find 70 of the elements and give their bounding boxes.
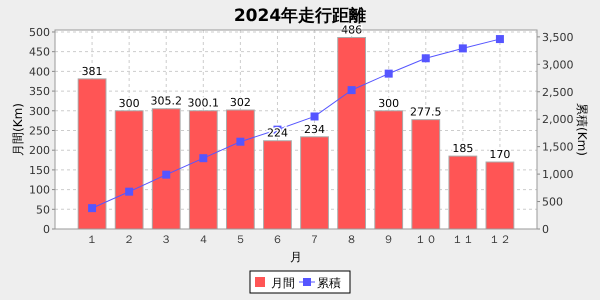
data-label: 302 [230,96,251,109]
bar [78,78,106,230]
x-tick-label: ２ [124,233,135,246]
bar [226,109,255,230]
legend-label: 月間 [271,276,295,290]
y-tick-label: 100 [29,184,50,197]
x-axis-title: 月 [290,250,302,264]
x-tick-label: ６ [272,233,283,246]
data-label: 300 [378,96,400,110]
x-tick-label: ３ [160,233,172,246]
y-tick-label: 50 [36,203,50,216]
bar [374,110,404,230]
bar [337,36,366,230]
y-tick-label: 450 [29,46,50,59]
y2-tick-label: 3,000 [542,58,574,72]
y-tick-label: 300 [29,104,50,118]
bar [188,110,218,230]
data-label: 185 [452,142,474,156]
x-tick-label: ８ [346,233,358,246]
bar [300,136,329,230]
x-tick-label: ４ [198,233,209,246]
x-tick-label: ９ [383,233,394,246]
x-tick-label: ７ [309,233,320,246]
point [384,70,393,78]
bar [263,140,292,230]
bar [486,162,514,230]
y2-tick-label: 2,500 [542,86,574,99]
bar [411,119,440,230]
point [310,112,319,120]
x-tick-label: ５ [234,233,246,246]
x-tick-label: １２ [488,233,511,246]
data-label: 300.1 [188,96,220,110]
y2-tick-label: 1,000 [542,168,574,182]
x-tick-label: １０ [414,233,437,246]
bar [152,108,181,230]
legend-label: 累積 [317,276,341,290]
point [162,170,170,179]
x-tick-label: １１ [452,233,474,246]
y-tick-label: 150 [29,164,50,177]
data-label: 300 [118,96,140,110]
point [236,138,244,146]
y-tick-label: 0 [43,223,50,236]
y-tick-label: 400 [29,65,50,78]
bar [114,110,144,230]
data-label: 305.2 [150,94,182,108]
y2-tick-label: 2,000 [542,113,574,126]
data-label: 234 [304,122,326,136]
y2-axis-title: 累積(Km) [575,103,589,156]
y2-tick-label: 0 [542,223,549,236]
data-label: 381 [82,64,103,78]
data-label: 277.5 [410,106,442,119]
y2-tick-label: 1,500 [542,140,574,154]
y2-tick-label: 500 [542,196,563,209]
point [348,86,356,94]
point [125,188,134,196]
y-tick-label: 350 [29,85,50,98]
y-tick-label: 250 [29,124,50,138]
chart-title: 2024年走行距離 [234,6,366,26]
point [422,54,430,62]
point [458,44,467,52]
y2-tick-label: 3,500 [542,30,574,44]
y-tick-label: 500 [29,26,50,39]
y-tick-label: 200 [29,144,50,158]
point [199,154,208,162]
data-label: 170 [489,148,510,162]
point [496,35,504,44]
y-axis-title: 月間(Km) [11,103,25,156]
bar [448,156,478,230]
point [88,204,96,212]
x-tick-label: １ [86,233,98,246]
